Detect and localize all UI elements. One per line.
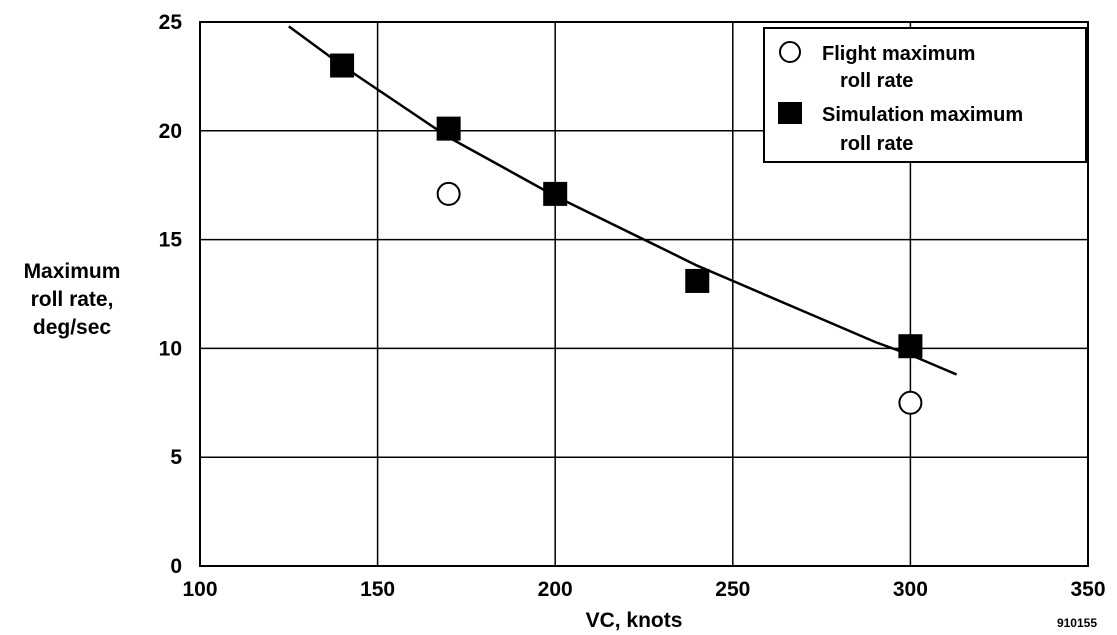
plot-frame — [199, 21, 1089, 567]
y-tick-label: 20 — [159, 120, 182, 143]
fit-curve — [288, 25, 958, 376]
figure-number: 910155 — [1057, 616, 1097, 630]
x-axis-label: VC, knots — [586, 609, 683, 632]
legend-simulation-line-2: roll rate — [840, 133, 913, 155]
y-tick-labels: 0 5 10 15 20 25 — [159, 11, 183, 578]
data-markers — [330, 53, 923, 415]
y-tick-label: 15 — [159, 229, 183, 252]
y-axis-label-line-1: Maximum — [24, 260, 121, 283]
y-tick-label: 25 — [159, 11, 183, 34]
x-tick-label: 250 — [715, 578, 750, 601]
x-tick-label: 150 — [360, 578, 395, 601]
y-tick-label: 0 — [170, 555, 182, 578]
x-tick-label: 300 — [893, 578, 928, 601]
simulation-point — [898, 334, 923, 359]
simulation-point — [543, 181, 568, 206]
legend-simulation-line-1: Simulation maximum — [822, 104, 1023, 126]
flight-point — [436, 181, 461, 206]
y-tick-label: 10 — [159, 337, 182, 360]
legend-flight-line-2: roll rate — [840, 70, 913, 92]
legend-flight-line-1: Flight maximum — [822, 43, 975, 65]
simulation-point — [330, 53, 355, 78]
x-tick-label: 100 — [182, 578, 217, 601]
legend: Flight maximum roll rate Simulation maxi… — [763, 27, 1087, 163]
simulation-point — [685, 268, 710, 293]
y-tick-label: 5 — [170, 446, 182, 469]
flight-point — [898, 390, 923, 415]
legend-filled-square-marker — [778, 102, 802, 124]
simulation-point — [436, 116, 461, 141]
legend-box — [763, 27, 1087, 163]
x-tick-label: 350 — [1070, 578, 1105, 601]
y-axis-label-line-3: deg/sec — [33, 316, 112, 339]
y-axis-label-line-2: roll rate, — [31, 288, 114, 311]
x-tick-label: 200 — [538, 578, 573, 601]
x-tick-labels: 100 150 200 250 300 350 — [182, 578, 1105, 601]
legend-open-circle-marker — [779, 41, 801, 63]
